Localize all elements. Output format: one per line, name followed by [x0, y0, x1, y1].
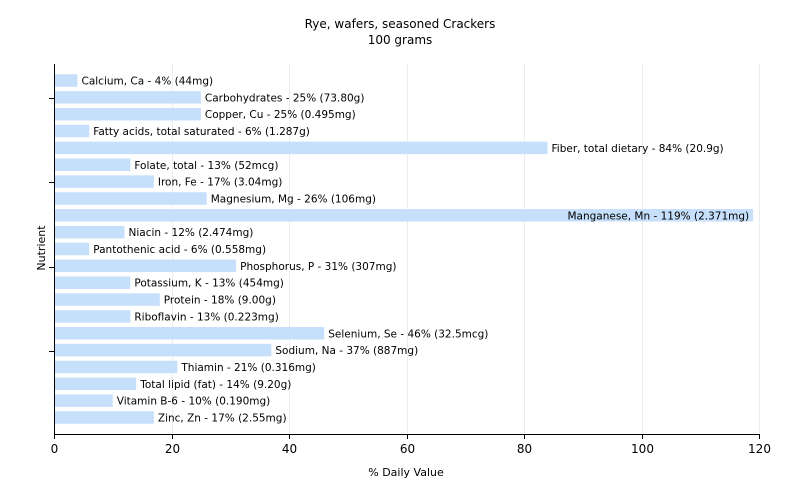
bar — [55, 124, 90, 138]
bar-label: Fiber, total dietary - 84% (20.9g) — [552, 143, 724, 155]
bar — [55, 310, 131, 323]
x-axis-title: % Daily Value — [368, 466, 444, 479]
axes-group: 0 20 40 60 80 100 120 — [49, 64, 771, 456]
bar — [55, 343, 272, 357]
chart-title: Rye, wafers, seasoned Crackers — [304, 17, 496, 31]
bar-label: Pantothenic acid - 6% (0.558mg) — [93, 244, 266, 256]
x-tick-label: 80 — [517, 442, 532, 456]
bar-label: Fatty acids, total saturated - 6% (1.287… — [93, 126, 310, 138]
bar — [55, 141, 548, 155]
bar-label: Potassium, K - 13% (454mg) — [134, 278, 284, 290]
bar-label: Copper, Cu - 25% (0.495mg) — [205, 109, 356, 121]
bar — [55, 74, 78, 87]
x-tick-label: 0 — [51, 442, 59, 456]
x-tick-label: 40 — [282, 442, 297, 456]
x-tick-label: 120 — [748, 442, 771, 456]
bar-label: Calcium, Ca - 4% (44mg) — [82, 76, 214, 88]
bar — [55, 411, 154, 424]
bar — [55, 225, 125, 239]
bar-label: Magnesium, Mg - 26% (106mg) — [211, 193, 376, 205]
bar-label: Zinc, Zn - 17% (2.55mg) — [158, 413, 287, 425]
bar-label: Niacin - 12% (2.474mg) — [129, 227, 254, 239]
bar — [55, 107, 201, 121]
y-axis-title: Nutrient — [35, 225, 48, 271]
chart-title-block: Rye, wafers, seasoned Crackers 100 grams — [0, 16, 800, 48]
bar-label: Manganese, Mn - 119% (2.371mg) — [567, 210, 749, 222]
bar — [55, 242, 90, 256]
bar — [55, 209, 754, 222]
bar — [55, 192, 207, 205]
bar — [55, 377, 137, 391]
bar — [55, 91, 201, 104]
bar-label: Protein - 18% (9.00g) — [164, 295, 276, 307]
bar — [55, 327, 325, 340]
bar — [55, 175, 154, 188]
bar-label: Carbohydrates - 25% (73.80g) — [205, 92, 365, 104]
bar — [55, 360, 178, 374]
x-tick-label: 60 — [400, 442, 415, 456]
bar — [55, 293, 160, 306]
bar-label: Sodium, Na - 37% (887mg) — [275, 345, 418, 357]
bar-label: Selenium, Se - 46% (32.5mcg) — [328, 328, 488, 340]
x-tick-label: 20 — [165, 442, 180, 456]
bar-label: Folate, total - 13% (52mcg) — [134, 160, 278, 172]
chart-subtitle: 100 grams — [367, 33, 433, 47]
bar-label: Phosphorus, P - 31% (307mg) — [240, 261, 396, 273]
bar — [55, 394, 113, 407]
bar-label: Vitamin B-6 - 10% (0.190mg) — [117, 396, 271, 408]
bar — [55, 276, 131, 289]
bar-label: Thiamin - 21% (0.316mg) — [180, 362, 316, 374]
x-tick-label: 100 — [631, 442, 654, 456]
bar-label: Total lipid (fat) - 14% (9.20g) — [139, 379, 291, 391]
bar-label: Iron, Fe - 17% (3.04mg) — [158, 177, 282, 189]
bar — [55, 259, 237, 273]
bar — [55, 158, 131, 171]
bars-group: Calcium, Ca - 4% (44mg) Carbohydrates - 2… — [55, 74, 754, 425]
bar-label: Riboflavin - 13% (0.223mg) — [134, 311, 278, 323]
